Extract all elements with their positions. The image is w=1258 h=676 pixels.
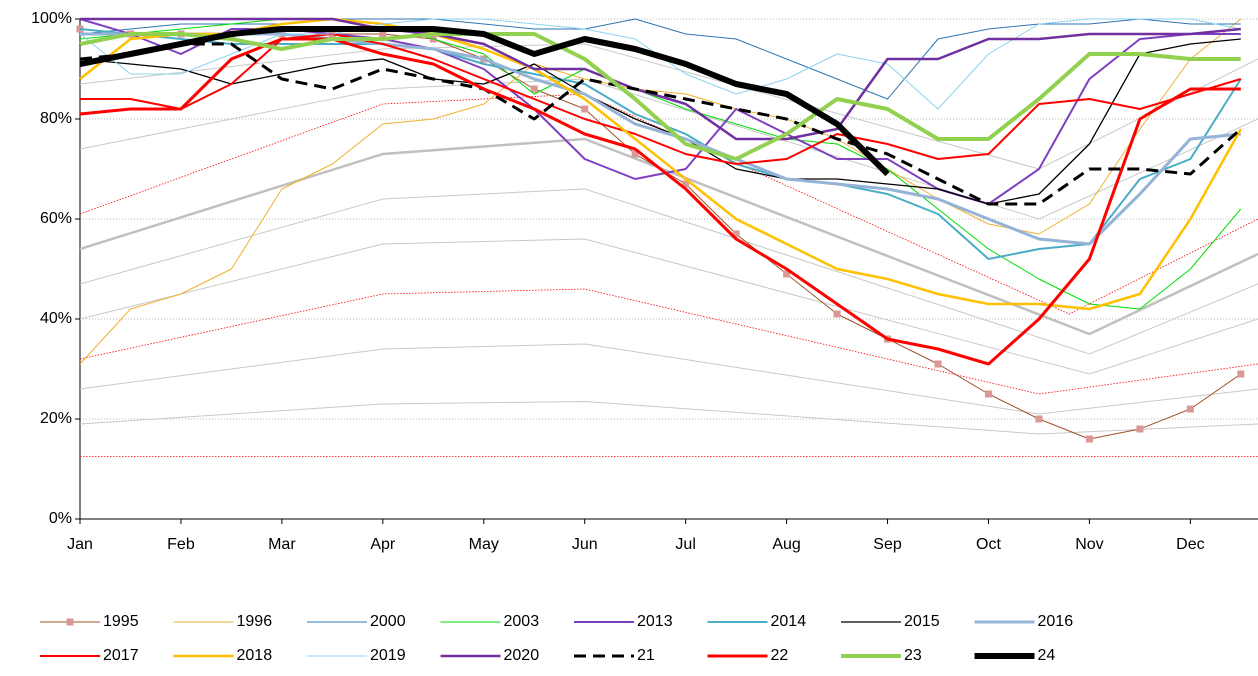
series-line xyxy=(79,38,1241,205)
point-marker xyxy=(984,390,992,398)
x-tick-label: Nov xyxy=(1075,536,1103,553)
series-line xyxy=(79,17,1242,311)
legend-label: 21 xyxy=(637,647,655,664)
x-tick-label: Sep xyxy=(873,536,902,553)
y-tick-label: 0% xyxy=(49,510,72,527)
x-tick-label: Mar xyxy=(268,536,296,553)
y-tick-label: 80% xyxy=(40,110,72,127)
reference-line xyxy=(79,137,1258,336)
y-tick-label: 40% xyxy=(40,310,72,327)
series-line xyxy=(79,18,1242,365)
point-marker xyxy=(1186,405,1194,413)
legend-marker xyxy=(66,618,74,626)
legend-label: 1995 xyxy=(103,613,139,630)
reference-line xyxy=(79,238,1258,375)
legend-label: 1996 xyxy=(237,613,273,630)
legend-label: 2000 xyxy=(370,613,406,630)
x-tick-label: Oct xyxy=(976,536,1001,553)
legend-label: 2013 xyxy=(637,613,673,630)
series-line xyxy=(80,17,1241,141)
reference-line xyxy=(79,288,1258,395)
legend-label: 2017 xyxy=(103,647,139,664)
legend-label: 2020 xyxy=(504,647,540,664)
x-tick-label: Dec xyxy=(1176,536,1204,553)
point-marker xyxy=(934,360,942,368)
series-line xyxy=(79,26,890,177)
legend-label: 2019 xyxy=(370,647,406,664)
series-line xyxy=(79,32,1241,161)
point-marker xyxy=(1136,425,1144,433)
x-tick-label: Apr xyxy=(370,536,396,553)
x-tick-label: May xyxy=(469,536,499,553)
y-tick-label: 60% xyxy=(40,210,72,227)
reference-line xyxy=(79,400,1258,435)
x-tick-label: Jul xyxy=(675,536,695,553)
legend-label: 2014 xyxy=(771,613,807,630)
series-line xyxy=(79,18,1241,205)
series-line xyxy=(79,42,1242,206)
series-line xyxy=(79,28,1242,440)
series-line xyxy=(80,32,1241,246)
point-marker xyxy=(783,270,791,278)
reference-line xyxy=(79,188,1258,355)
point-marker xyxy=(732,230,740,238)
reference-line xyxy=(79,43,1258,170)
point-marker xyxy=(581,105,589,113)
legend-label: 22 xyxy=(771,647,789,664)
series-line xyxy=(79,37,1241,366)
point-marker xyxy=(1237,370,1245,378)
y-tick-label: 100% xyxy=(31,10,72,27)
legend-label: 23 xyxy=(904,647,922,664)
point-marker xyxy=(682,180,690,188)
point-marker xyxy=(1035,415,1043,423)
x-tick-label: Feb xyxy=(167,536,195,553)
point-marker xyxy=(631,150,639,158)
x-tick-label: Jan xyxy=(67,536,93,553)
reference-line xyxy=(79,343,1258,415)
legend-label: 2003 xyxy=(504,613,540,630)
point-marker xyxy=(1085,435,1093,443)
y-tick-label: 20% xyxy=(40,410,72,427)
legend-label: 2016 xyxy=(1038,613,1074,630)
x-tick-label: Aug xyxy=(772,536,800,553)
x-tick-label: Jun xyxy=(572,536,598,553)
legend-label: 2015 xyxy=(904,613,940,630)
series-line xyxy=(79,18,1241,100)
point-marker xyxy=(379,30,387,38)
legend-label: 24 xyxy=(1038,647,1056,664)
legend-label: 2018 xyxy=(237,647,273,664)
point-marker xyxy=(530,85,538,93)
point-marker xyxy=(833,310,841,318)
